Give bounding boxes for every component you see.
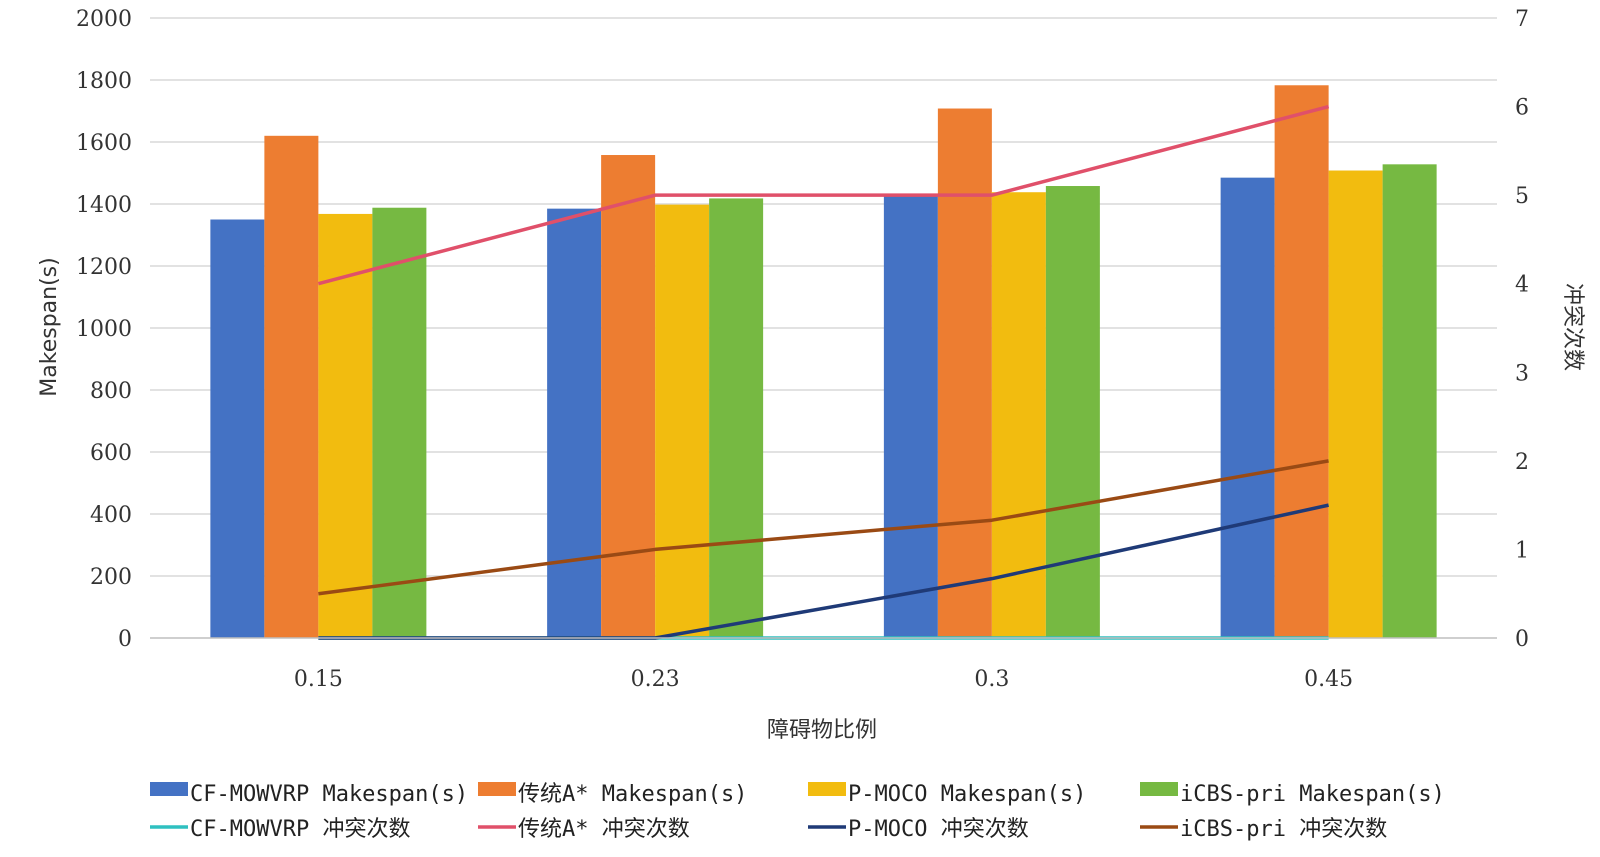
bar [655, 204, 710, 638]
legend-label: 传统A* Makespan(s) [518, 782, 747, 807]
bar [937, 108, 992, 638]
bars [210, 85, 1437, 639]
legend-label: iCBS-pri 冲突次数 [1180, 817, 1387, 842]
y-tick-label: 1400 [76, 193, 132, 218]
legend-swatch [478, 782, 516, 796]
y2-tick-label: 5 [1515, 184, 1529, 209]
y2-tick-label: 7 [1515, 7, 1529, 32]
bar [1045, 186, 1100, 638]
y2-tick-label: 2 [1515, 450, 1529, 475]
x-tick-label: 0.45 [1304, 667, 1353, 692]
bar [210, 219, 265, 638]
legend-swatch [1140, 782, 1178, 796]
bar [372, 207, 427, 638]
y2-tick-label: 6 [1515, 96, 1529, 121]
y-tick-label: 600 [90, 441, 132, 466]
x-tick-label: 0.15 [294, 667, 343, 692]
legend-swatch [808, 782, 846, 796]
y-tick-label: 1200 [76, 255, 132, 280]
legend: CF-MOWVRP Makespan(s) 传统A* Makespan(s) P-M… [150, 782, 1445, 842]
y2-axis-title: 冲突次数 [1560, 283, 1585, 371]
bar [547, 208, 602, 638]
bar [991, 192, 1046, 638]
bar [1382, 164, 1437, 638]
bar [601, 155, 656, 638]
bar [318, 213, 373, 639]
y2-tick-label: 1 [1515, 538, 1529, 563]
x-axis-title: 障碍物比例 [767, 718, 877, 743]
series-line [318, 503, 1329, 640]
bar [264, 135, 319, 639]
series-line [317, 104, 1330, 286]
legend-swatch [150, 782, 188, 796]
y-axis-ticks: 0 200 400 600 800 1000 1200 1400 1600 1800 2000 [76, 7, 132, 652]
legend-label: CF-MOWVRP Makespan(s) [190, 782, 468, 807]
bar [1274, 85, 1329, 638]
x-tick-label: 0.23 [631, 667, 680, 692]
y2-axis-ticks: 0 1 2 3 4 5 6 7 [1515, 7, 1529, 652]
y2-tick-label: 0 [1515, 627, 1529, 652]
legend-label: CF-MOWVRP 冲突次数 [190, 817, 410, 842]
y-tick-label: 800 [90, 379, 132, 404]
y-tick-label: 0 [118, 627, 132, 652]
y-tick-label: 200 [90, 565, 132, 590]
y-axis-title: Makespan(s) [37, 257, 62, 396]
y-tick-label: 1000 [76, 317, 132, 342]
bar [1220, 177, 1275, 638]
y-tick-label: 400 [90, 503, 132, 528]
y-tick-label: 1800 [76, 69, 132, 94]
series-line [318, 459, 1329, 596]
x-tick-label: 0.3 [974, 667, 1009, 692]
legend-label: 传统A* 冲突次数 [518, 817, 690, 842]
bar [709, 198, 764, 639]
y-tick-label: 2000 [76, 7, 132, 32]
bar [1328, 170, 1383, 638]
y2-tick-label: 4 [1515, 273, 1529, 298]
lines [317, 104, 1330, 640]
bar [883, 196, 938, 638]
legend-label: P-MOCO 冲突次数 [848, 817, 1029, 842]
x-axis-ticks: 0.15 0.23 0.3 0.45 [294, 667, 1353, 692]
y-tick-label: 1600 [76, 131, 132, 156]
legend-label: P-MOCO Makespan(s) [848, 782, 1086, 807]
y2-tick-label: 3 [1515, 361, 1529, 386]
legend-label: iCBS-pri Makespan(s) [1180, 782, 1445, 807]
